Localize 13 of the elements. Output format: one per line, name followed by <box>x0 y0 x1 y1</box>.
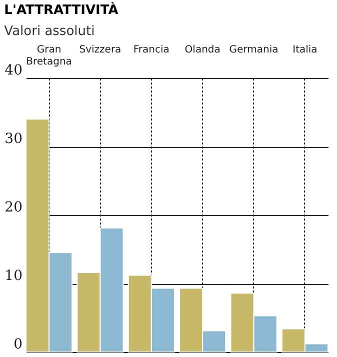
y-tick-label: 0 <box>14 336 22 352</box>
x-tick-label: Francia <box>133 44 170 56</box>
y-tick-label: 20 <box>4 200 22 216</box>
x-tick-label: Svizzera <box>79 44 122 56</box>
x-tick-label: Gran Bretagna <box>26 44 72 68</box>
chart-subtitle: Valori assoluti <box>4 24 95 39</box>
x-tick-label: Italia <box>292 44 318 56</box>
y-tick-label: 10 <box>4 268 22 284</box>
x-tick-label: Olanda <box>184 44 220 56</box>
y-tick-label: 30 <box>4 131 22 147</box>
chart-title: L'ATTRATTIVITÀ <box>4 1 118 18</box>
x-tick-label: Germania <box>229 44 278 56</box>
y-tick-label: 40 <box>4 62 22 78</box>
